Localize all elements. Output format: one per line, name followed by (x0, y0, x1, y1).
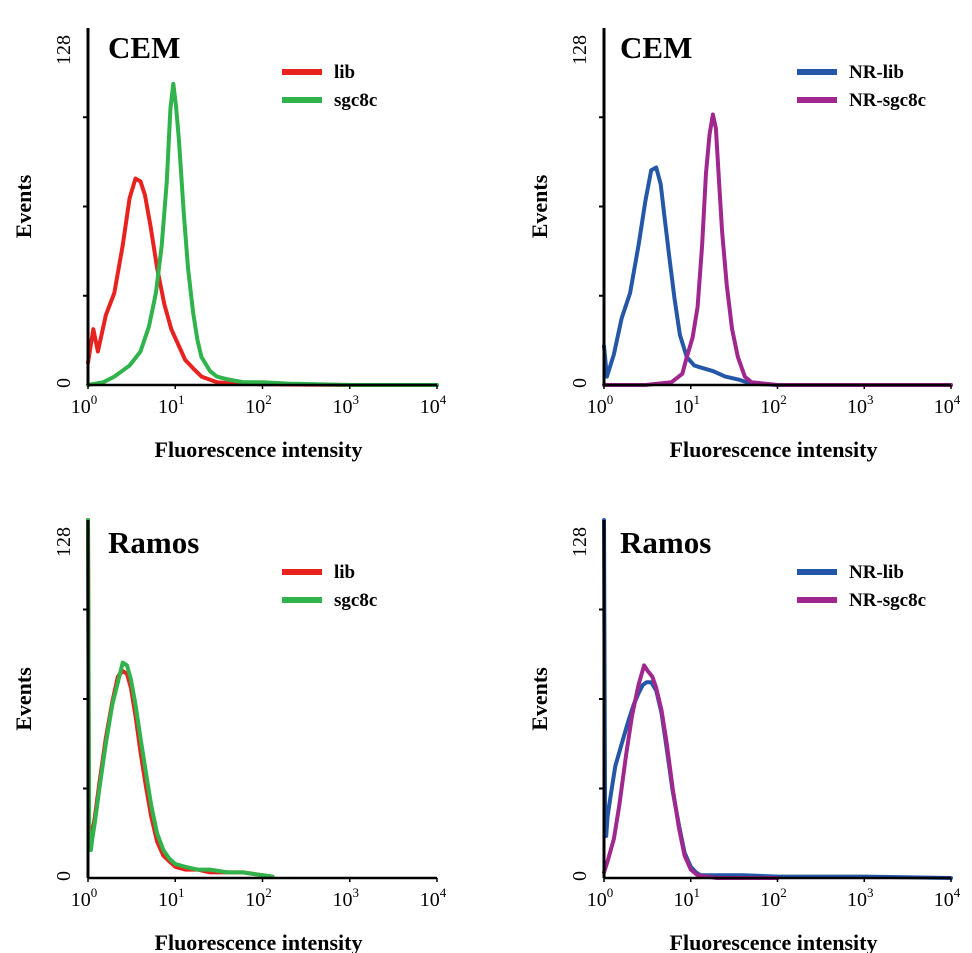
legend-label: lib (334, 562, 355, 583)
legend-label: sgc8c (334, 90, 377, 111)
x-axis-label: Fluorescence intensity (670, 930, 878, 953)
legend-label: NR-lib (849, 562, 904, 583)
y-tick-label: 0 (53, 871, 75, 881)
chart-panel-2: 0 128 100 101 102 103 104 Fluorescence intensit… (527, 28, 961, 462)
panel-title: CEM (620, 30, 692, 65)
y-tick-label: 128 (53, 527, 75, 557)
x-tick-label: 104 (934, 885, 961, 911)
y-tick-label: 0 (569, 378, 591, 388)
legend-label: NR-lib (849, 62, 904, 83)
y-axis-label: Events (527, 667, 552, 731)
series-line-nr-sgc8c (602, 112, 953, 387)
panel-title: CEM (108, 30, 180, 65)
x-tick-label: 102 (245, 392, 272, 418)
x-axis-label: Fluorescence intensity (670, 437, 878, 462)
x-tick-label: 103 (333, 392, 360, 418)
panel-title: Ramos (620, 525, 711, 560)
x-tick-label: 102 (760, 392, 787, 418)
x-tick-label: 101 (158, 392, 185, 418)
x-tick-label: 100 (587, 885, 614, 911)
x-tick-label: 102 (760, 885, 787, 911)
x-tick-label: 102 (245, 885, 272, 911)
legend-label: sgc8c (334, 590, 377, 611)
y-axis-label: Events (11, 667, 36, 731)
chart-panel-3: 0 128 100 101 102 103 104 Fluorescence intensit… (11, 518, 447, 953)
x-tick-label: 103 (847, 392, 874, 418)
chart-panel-1: 0 128 100 101 102 103 104 Fluorescence intensit… (11, 28, 447, 462)
panel-title: Ramos (108, 525, 199, 560)
y-axis-label: Events (11, 174, 36, 238)
x-tick-label: 100 (71, 885, 98, 911)
y-tick-label: 0 (569, 871, 591, 881)
series-line-sgc8c (86, 81, 439, 387)
x-tick-label: 101 (158, 885, 185, 911)
x-axis-label: Fluorescence intensity (155, 930, 363, 953)
x-tick-label: 104 (420, 885, 447, 911)
x-tick-label: 103 (847, 885, 874, 911)
y-tick-label: 0 (53, 378, 75, 388)
series-line-nr-lib (602, 165, 953, 387)
series-line-nr-sgc8c (602, 663, 780, 880)
x-tick-label: 104 (934, 392, 961, 418)
chart-panel-4: 0 128 100 101 102 103 104 Fluorescence intensit… (527, 518, 961, 953)
legend-label: lib (334, 62, 355, 83)
x-tick-label: 103 (333, 885, 360, 911)
legend-label: NR-sgc8c (849, 590, 926, 611)
x-tick-label: 104 (420, 392, 447, 418)
x-tick-label: 101 (674, 885, 701, 911)
x-axis-label: Fluorescence intensity (155, 437, 363, 462)
x-tick-label: 100 (71, 392, 98, 418)
y-tick-label: 128 (569, 527, 591, 557)
y-axis-label: Events (527, 174, 552, 238)
x-tick-label: 101 (674, 392, 701, 418)
y-tick-label: 128 (569, 35, 591, 65)
series-line-sgc8c (86, 518, 275, 879)
y-tick-label: 128 (53, 35, 75, 65)
legend-label: NR-sgc8c (849, 90, 926, 111)
x-tick-label: 100 (587, 392, 614, 418)
